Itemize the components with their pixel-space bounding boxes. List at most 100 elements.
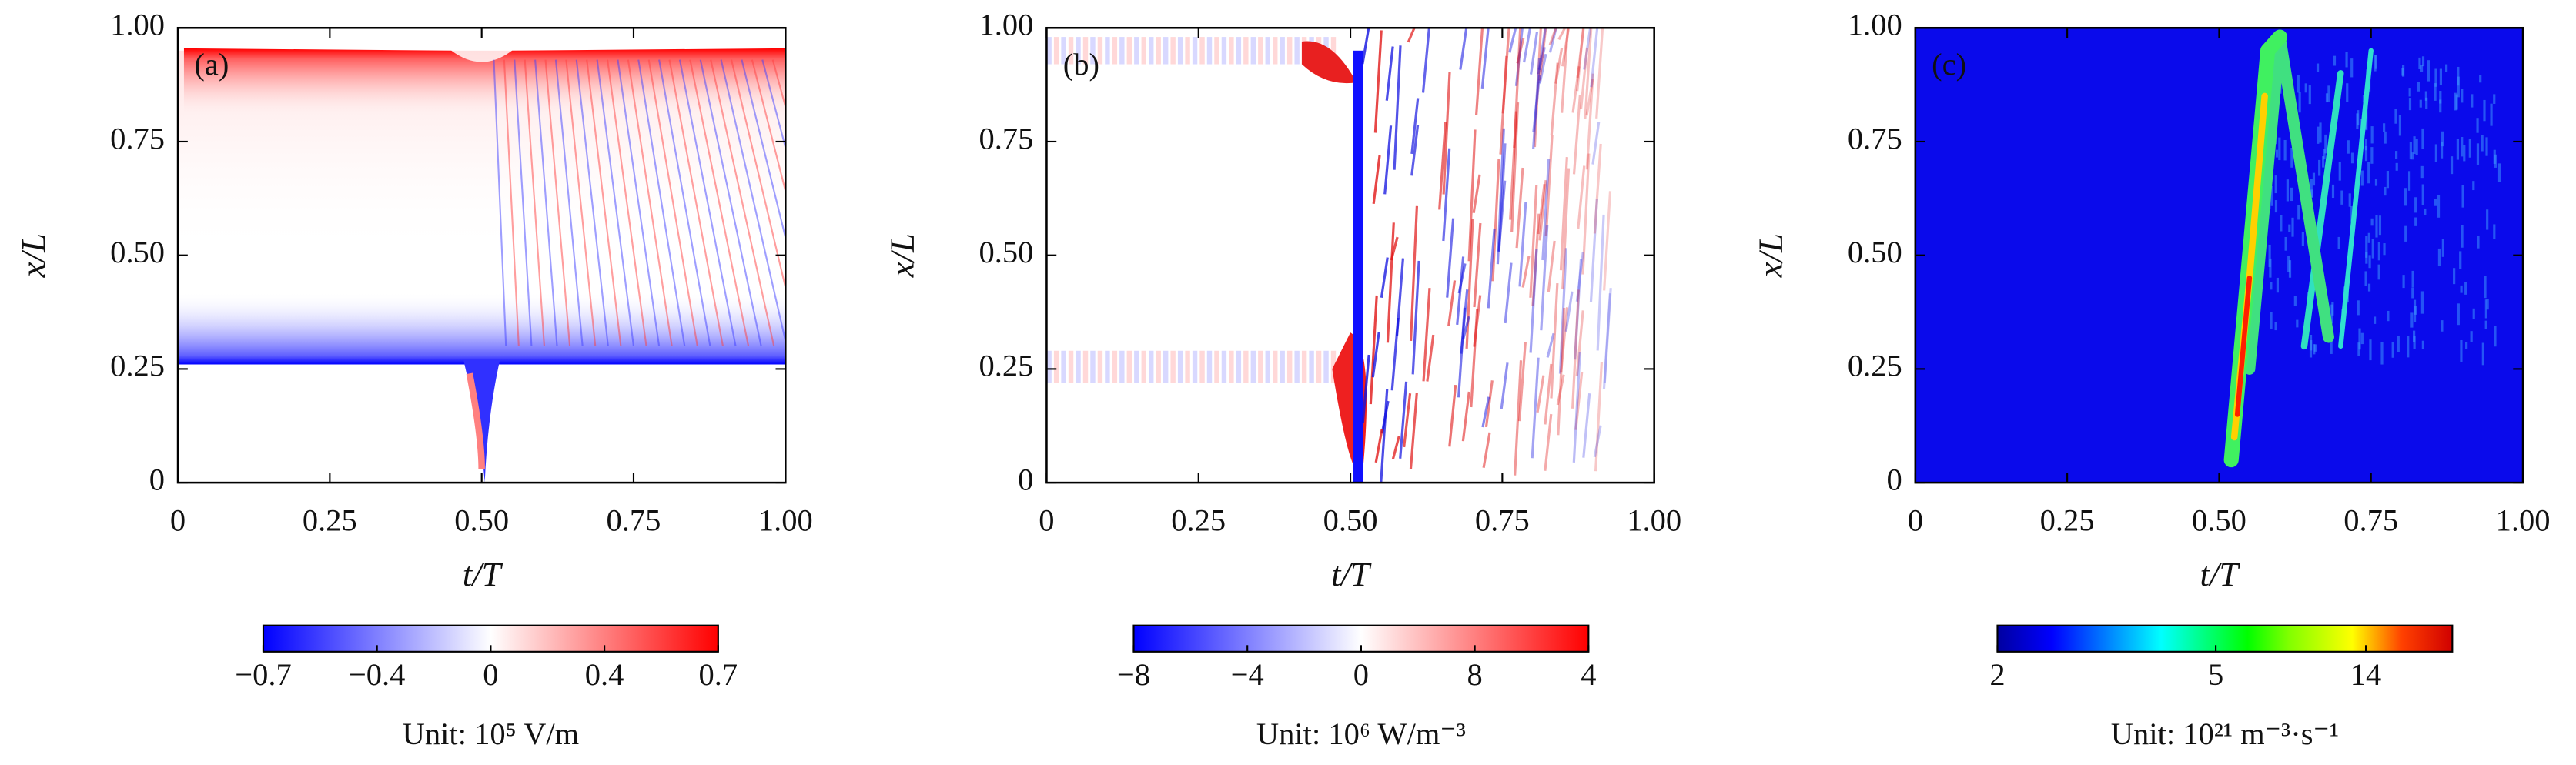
power-band <box>1286 350 1293 383</box>
rate-speckle <box>2421 128 2424 149</box>
power-band <box>1192 37 1198 65</box>
x-tick-label: 1.00 <box>758 503 813 538</box>
rate-speckle <box>2387 310 2390 322</box>
power-wave <box>1457 307 1467 398</box>
rate-speckle <box>2364 139 2368 151</box>
rate-speckle <box>2269 258 2272 278</box>
rate-speckle <box>2456 139 2460 160</box>
rate-speckle <box>2317 126 2320 144</box>
power-wave <box>1531 357 1540 459</box>
x-tick-label: 1.00 <box>2496 503 2551 538</box>
power-wave <box>1557 28 1567 41</box>
power-wave <box>1533 28 1542 148</box>
field-wave <box>678 59 737 347</box>
rate-speckle <box>2368 255 2371 269</box>
power-wave <box>1536 375 1545 413</box>
power-wave <box>1487 228 1496 309</box>
x-axis-label: t/T <box>463 555 503 593</box>
power-wave <box>1537 47 1546 75</box>
rate-speckle <box>2395 151 2398 159</box>
power-wave <box>1514 28 1524 86</box>
rate-speckle <box>2463 145 2466 162</box>
colorbar-tick-label: 8 <box>1467 657 1483 692</box>
power-band <box>1199 37 1205 65</box>
rate-speckle <box>2350 58 2354 78</box>
heatmap <box>1915 28 2524 483</box>
rate-speckle <box>2413 136 2416 155</box>
power-band <box>1236 350 1242 383</box>
power-wave <box>1480 28 1490 89</box>
rate-speckle <box>2288 260 2292 278</box>
colorbar-tick-label: 0 <box>1353 657 1369 692</box>
y-tick-label: 0.50 <box>1848 235 1902 269</box>
rate-speckle <box>2439 99 2442 113</box>
colorbar-tick-label: 5 <box>2208 657 2223 692</box>
rate-speckle <box>2440 142 2444 159</box>
power-blob <box>1353 50 1363 483</box>
rate-speckle <box>2383 123 2386 132</box>
power-band <box>1076 350 1081 383</box>
rate-speckle <box>2457 76 2460 98</box>
power-wave <box>1571 66 1581 113</box>
x-tick-label: 0.75 <box>2343 503 2398 538</box>
power-wave <box>1529 185 1538 298</box>
rate-speckle <box>2304 83 2307 93</box>
power-wave <box>1411 260 1420 375</box>
rate-speckle <box>2346 83 2349 102</box>
colorbar-tick-label: 0.4 <box>585 657 624 692</box>
rate-speckle <box>2298 92 2301 113</box>
rate-speckle <box>2291 217 2294 237</box>
rate-speckle <box>2358 328 2361 350</box>
rate-speckle <box>2481 342 2484 366</box>
power-band <box>1177 37 1183 65</box>
panel-label: (b) <box>1063 47 1099 82</box>
rate-speckle <box>2283 139 2287 161</box>
power-wave <box>1544 363 1553 425</box>
rate-speckle <box>2454 92 2457 111</box>
rate-speckle <box>2434 83 2437 101</box>
power-wave <box>1497 180 1507 252</box>
field-wave <box>493 59 507 346</box>
power-band <box>1097 350 1103 383</box>
power-wave <box>1510 102 1520 232</box>
rate-speckle <box>2441 320 2444 332</box>
power-wave <box>1532 58 1541 149</box>
power-band <box>1258 350 1263 383</box>
field-wave <box>514 59 533 346</box>
rate-speckle <box>2477 236 2480 249</box>
rate-speckle <box>2340 190 2343 205</box>
rate-speckle <box>2413 336 2416 349</box>
rate-speckle <box>2493 149 2496 164</box>
field-wave <box>544 59 571 346</box>
colorbar-tick-label: 0.7 <box>699 657 738 692</box>
rate-speckle <box>2407 171 2411 191</box>
power-band <box>1273 350 1278 383</box>
rate-speckle <box>2493 224 2496 239</box>
rate-speckle <box>2411 287 2414 299</box>
power-wave <box>1584 28 1593 119</box>
power-wave <box>1581 153 1591 275</box>
power-wave <box>1399 381 1408 459</box>
field-wave <box>617 59 661 347</box>
power-wave <box>1361 28 1370 65</box>
x-tick-label: 0.75 <box>607 503 661 538</box>
power-wave <box>1442 148 1451 242</box>
power-band <box>1163 37 1169 65</box>
power-band <box>1105 350 1110 383</box>
power-band <box>1221 350 1227 383</box>
power-wave <box>1448 384 1457 447</box>
power-wave <box>1538 28 1547 81</box>
rate-speckle <box>2290 147 2293 168</box>
y-axis-label: x/L <box>14 233 52 278</box>
x-tick-label: 0.25 <box>1171 503 1226 538</box>
power-wave <box>1369 295 1378 405</box>
power-band <box>1053 37 1059 65</box>
power-wave <box>1548 28 1557 53</box>
power-wave <box>1576 28 1585 79</box>
field-wave <box>658 59 711 347</box>
power-band <box>1170 350 1176 383</box>
rate-speckle <box>2386 171 2390 189</box>
rate-speckle <box>2421 184 2424 205</box>
power-wave <box>1426 334 1435 382</box>
rate-speckle <box>2425 97 2428 109</box>
